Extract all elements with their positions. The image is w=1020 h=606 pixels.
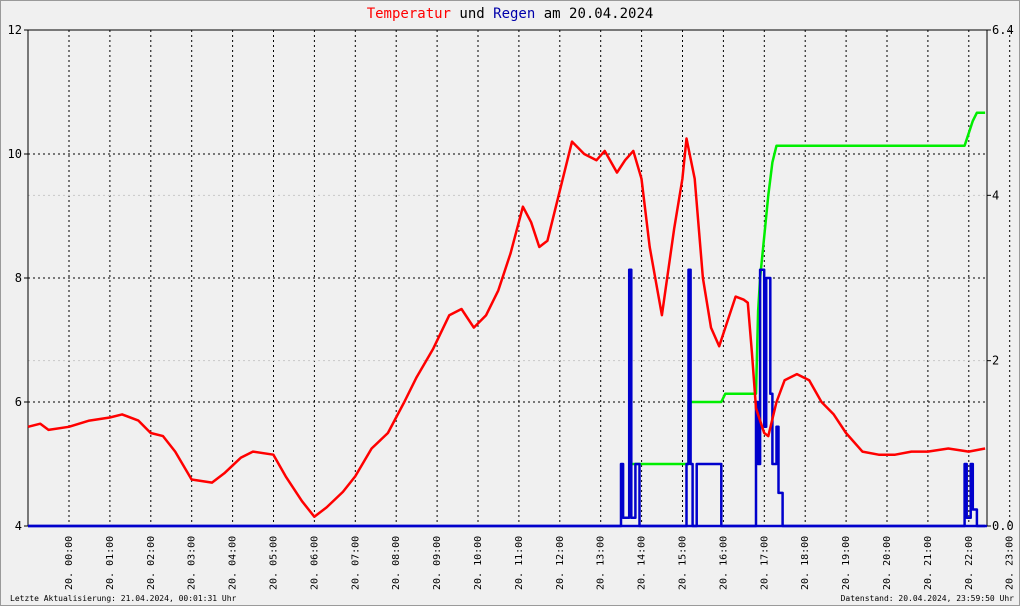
x-tick-label: 20. 21:00 [923, 536, 934, 590]
x-tick-label: 20. 11:00 [514, 536, 525, 590]
title-temperature: Temperatur [366, 6, 451, 22]
x-tick-label: 20. 14:00 [637, 536, 648, 590]
x-tick-label: 20. 04:00 [228, 536, 239, 590]
x-tick-label: 20. 16:00 [718, 536, 729, 590]
series [27, 111, 986, 528]
footer-last-update: Letzte Aktualisierung: 21.04.2024, 00:01… [10, 594, 237, 603]
x-tick-label: 20. 22:00 [964, 536, 975, 590]
x-tick-label: 20. 09:00 [432, 536, 443, 590]
title-und: und [450, 6, 494, 22]
footer-data-status: Datenstand: 20.04.2024, 23:59:50 Uhr [840, 594, 1014, 603]
series-line-temperature [27, 137, 986, 518]
x-tick-label: 20. 18:00 [800, 536, 811, 590]
x-tick-label: 20. 08:00 [391, 536, 402, 590]
x-tick-label: 20. 06:00 [309, 536, 320, 590]
series-line-rain [28, 268, 986, 528]
x-tick-label: 20. 10:00 [473, 536, 484, 590]
x-tick-label: 20. 13:00 [596, 536, 607, 590]
y-left-tick-label: 6 [15, 395, 22, 409]
x-tick-label: 20. 12:00 [555, 536, 566, 590]
x-tick-label: 20. 01:00 [105, 536, 116, 590]
chart-title: Temperatur und Regen am 20.04.2024 [0, 6, 1020, 22]
x-tick-label: 20. 07:00 [350, 536, 361, 590]
y-right-tick-label: 6.4 [992, 23, 1014, 37]
y-left-tick-label: 12 [8, 23, 22, 37]
y-right-tick-label: 4 [992, 188, 999, 202]
y-right-tick-label: 0.0 [992, 519, 1014, 533]
y-right-tick-label: 2 [992, 354, 999, 368]
x-tick-label: 20. 03:00 [187, 536, 198, 590]
y-left-tick-label: 8 [15, 271, 22, 285]
x-tick-label: 20. 02:00 [146, 536, 157, 590]
tick-labels: 20. 00:00 20. 01:00 20. 02:00 20. 03:00 20. … [8, 23, 1016, 590]
title-date: am 20.04.2024 [535, 6, 654, 22]
x-tick-label: 20. 00:00 [64, 536, 75, 590]
x-tick-label: 20. 05:00 [269, 536, 280, 590]
x-tick-label: 20. 23:00 [1005, 536, 1016, 590]
x-tick-label: 20. 20:00 [882, 536, 893, 590]
title-rain: Regen [493, 6, 536, 22]
y-left-tick-label: 10 [8, 147, 22, 161]
x-tick-label: 20. 17:00 [759, 536, 770, 590]
x-tick-label: 20. 15:00 [678, 536, 689, 590]
y-left-tick-label: 4 [15, 519, 22, 533]
x-tick-label: 20. 19:00 [841, 536, 852, 590]
